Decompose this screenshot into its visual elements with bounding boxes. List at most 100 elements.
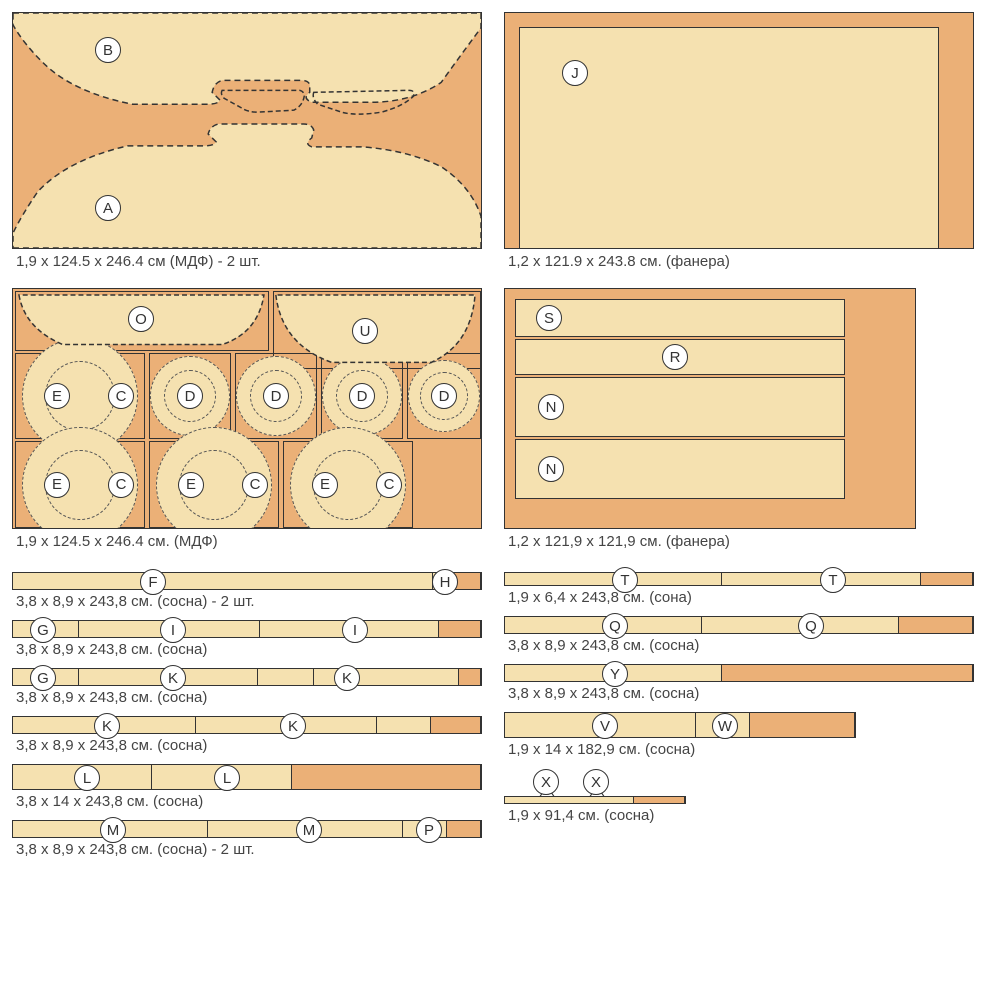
plank-block: MMP3,8 x 8,9 x 243,8 см. (сосна) - 2 шт. (12, 820, 482, 858)
marker-N: N (538, 394, 564, 420)
left-column: AB 1,9 x 124.5 x 246.4 см (МДФ) - 2 шт. … (12, 12, 482, 868)
plank: MMP (12, 820, 482, 838)
marker-K: K (280, 713, 306, 739)
marker-E: E (312, 472, 338, 498)
plank-block: KK3,8 x 8,9 x 243,8 см. (сосна) (12, 716, 482, 754)
plank-offcut (722, 665, 973, 681)
marker-O: O (128, 306, 154, 332)
plank: GII (12, 620, 482, 638)
plank-offcut (899, 617, 973, 633)
marker-M: M (296, 817, 322, 843)
marker-M: M (100, 817, 126, 843)
marker-U: U (352, 318, 378, 344)
marker-T: T (612, 567, 638, 593)
plank (504, 796, 686, 804)
plank-piece (377, 717, 431, 733)
plank-caption: 3,8 x 8,9 x 243,8 см. (сосна) - 2 шт. (16, 593, 482, 610)
marker-V: V (592, 713, 618, 739)
marker-X: X (583, 769, 609, 795)
marker-J: J (562, 60, 588, 86)
panel-4-cell (515, 439, 845, 499)
marker-F: F (140, 569, 166, 595)
marker-L: L (74, 765, 100, 791)
plank-piece (13, 573, 433, 589)
panel-mdf-1: AB (12, 12, 482, 249)
panel-4-cell (515, 299, 845, 337)
plank-caption: 3,8 x 8,9 x 243,8 см. (сосна) (508, 685, 974, 702)
plank-caption: 3,8 x 8,9 x 243,8 см. (сосна) (16, 737, 482, 754)
marker-I: I (160, 617, 186, 643)
marker-E: E (44, 472, 70, 498)
marker-P: P (416, 817, 442, 843)
planks-right: TT1,9 x 6,4 x 243,8 см. (сона)QQ3,8 x 8,… (504, 568, 974, 834)
plank: QQ (504, 616, 974, 634)
plank-offcut (634, 797, 685, 803)
marker-Q: Q (798, 613, 824, 639)
marker-Y: Y (602, 661, 628, 687)
marker-B: B (95, 37, 121, 63)
plank-piece (505, 797, 634, 803)
panel-4-cell (515, 377, 845, 437)
plank-block: XX 1,9 x 91,4 см. (сосна) (504, 768, 974, 824)
plank-offcut (292, 765, 481, 789)
plank-block: LL3,8 x 14 x 243,8 см. (сосна) (12, 764, 482, 810)
plank-offcut (459, 669, 481, 685)
columns: AB 1,9 x 124.5 x 246.4 см (МДФ) - 2 шт. … (12, 12, 988, 868)
marker-W: W (712, 713, 738, 739)
marker-A: A (95, 195, 121, 221)
panel-plywood-2: J (504, 12, 974, 249)
marker-K: K (160, 665, 186, 691)
marker-G: G (30, 617, 56, 643)
panel-plywood-4: SRNN (504, 288, 916, 529)
plank-offcut (447, 821, 481, 837)
plank: FH (12, 572, 482, 590)
plank-block: FH3,8 x 8,9 x 243,8 см. (сосна) - 2 шт. (12, 572, 482, 610)
marker-C: C (108, 472, 134, 498)
plank-caption: 3,8 x 14 x 243,8 см. (сосна) (16, 793, 482, 810)
panel-1-caption: 1,9 x 124.5 x 246.4 см (МДФ) - 2 шт. (16, 253, 482, 270)
marker-C: C (376, 472, 402, 498)
planks-left: FH3,8 x 8,9 x 243,8 см. (сосна) - 2 шт.G… (12, 568, 482, 868)
panel-2-inner (519, 27, 939, 249)
marker-X: X (533, 769, 559, 795)
marker-R: R (662, 344, 688, 370)
marker-E: E (44, 383, 70, 409)
plank-block: QQ3,8 x 8,9 x 243,8 см. (сосна) (504, 616, 974, 654)
plank-block: TT 1,9 x 6,4 x 243,8 см. (сона) (504, 572, 974, 606)
plank-caption: 3,8 x 8,9 x 243,8 см. (сосна) - 2 шт. (16, 841, 482, 858)
marker-D: D (349, 383, 375, 409)
plank-caption: 1,9 x 6,4 x 243,8 см. (сона) (508, 589, 974, 606)
plank: GKK (12, 668, 482, 686)
marker-H: H (432, 569, 458, 595)
marker-K: K (334, 665, 360, 691)
marker-D: D (263, 383, 289, 409)
right-column: J 1,2 x 121.9 x 243.8 см. (фанера) SRNN … (504, 12, 974, 868)
plank: LL (12, 764, 482, 790)
plank-offcut (921, 573, 973, 585)
plank: KK (12, 716, 482, 734)
marker-K: K (94, 713, 120, 739)
plank-caption: 3,8 x 8,9 x 243,8 см. (сосна) (508, 637, 974, 654)
marker-E: E (178, 472, 204, 498)
plank-caption: 1,9 x 91,4 см. (сосна) (508, 807, 974, 824)
marker-D: D (431, 383, 457, 409)
plank: TT (504, 572, 974, 586)
panel-mdf-3: ECDDDDECECECOU (12, 288, 482, 529)
marker-S: S (536, 305, 562, 331)
marker-C: C (108, 383, 134, 409)
plank-block: Y3,8 x 8,9 x 243,8 см. (сосна) (504, 664, 974, 702)
plank: Y (504, 664, 974, 682)
plank-caption: 1,9 x 14 x 182,9 см. (сосна) (508, 741, 974, 758)
plank-offcut (750, 713, 855, 737)
panel-3-caption: 1,9 x 124.5 x 246.4 см. (МДФ) (16, 533, 482, 550)
plank: VW (504, 712, 856, 738)
plank-offcut (431, 717, 481, 733)
plank-piece (258, 669, 314, 685)
marker-I: I (342, 617, 368, 643)
marker-Q: Q (602, 613, 628, 639)
panel-2-caption: 1,2 x 121.9 x 243.8 см. (фанера) (508, 253, 974, 270)
plank-block: GII3,8 x 8,9 x 243,8 см. (сосна) (12, 620, 482, 658)
marker-L: L (214, 765, 240, 791)
marker-G: G (30, 665, 56, 691)
plank-offcut (439, 621, 481, 637)
